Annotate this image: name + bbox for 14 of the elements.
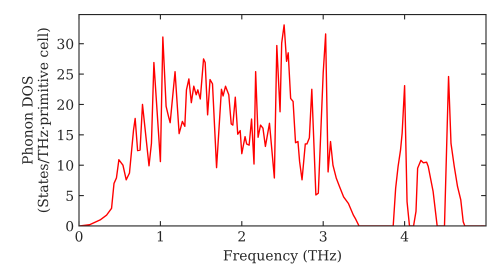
y-tick-label: 25 bbox=[57, 69, 74, 80]
y-tick-label: 5 bbox=[66, 190, 74, 202]
y-tick-label: 0 bbox=[66, 220, 74, 232]
x-axis-title: Frequency (THz) bbox=[224, 250, 341, 264]
x-tick-label: 1 bbox=[158, 231, 163, 242]
y-axis-title: Phonon DOS (States/THz·primitive cell) bbox=[22, 28, 51, 212]
x-tick-label: 2 bbox=[238, 231, 245, 242]
y-tick-label: 30 bbox=[58, 38, 74, 50]
x-tick-label: 0 bbox=[75, 231, 82, 242]
y-tick-label: 10 bbox=[58, 160, 74, 171]
x-tick-label: 3 bbox=[320, 231, 327, 242]
y-tick-label: 15 bbox=[58, 130, 74, 140]
y-tick-label: 20 bbox=[57, 99, 74, 110]
x-tick-label: 4 bbox=[400, 231, 408, 242]
